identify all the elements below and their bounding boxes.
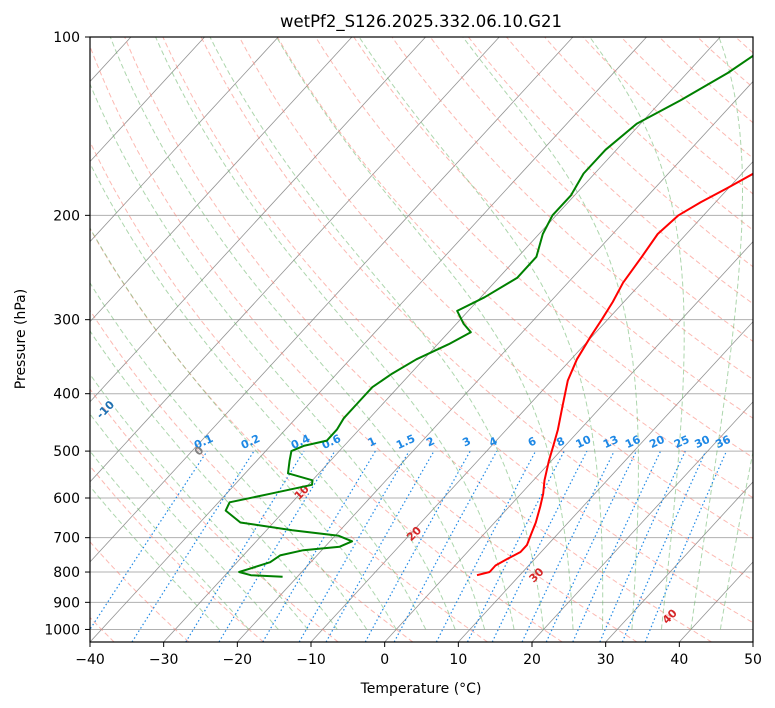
moist-adiabat-line xyxy=(109,37,486,630)
dry-adiabat-line xyxy=(90,140,563,642)
y-axis-title: Pressure (hPa) xyxy=(13,289,29,389)
mixing-ratio-label: 10 xyxy=(574,433,594,451)
isotherm xyxy=(163,37,721,642)
moist-adiabat-line xyxy=(90,485,220,630)
isotherm xyxy=(605,481,753,642)
x-tick-label: 10 xyxy=(449,652,467,668)
x-tick-label: 40 xyxy=(670,652,688,668)
mixing-ratio-line xyxy=(621,450,707,642)
dry-adiabat-line xyxy=(200,37,753,581)
y-tick-label: 1000 xyxy=(44,622,80,638)
y-tick-label: 500 xyxy=(53,444,80,460)
x-tick-label: −40 xyxy=(75,652,105,668)
mixing-ratio-line xyxy=(131,450,255,642)
y-tick-label: 900 xyxy=(53,595,80,611)
pressure-gridlines xyxy=(90,37,753,630)
dry-adiabats xyxy=(90,37,753,642)
dry-adiabat-line xyxy=(238,37,753,540)
isotherm xyxy=(384,241,753,642)
y-tick-label: 800 xyxy=(53,565,80,581)
mixing-ratio-line xyxy=(218,450,336,642)
isotherm xyxy=(90,37,279,243)
chart-title: wetPf2_S126.2025.332.06.10.G21 xyxy=(280,12,562,32)
y-tick-label: 600 xyxy=(53,491,80,507)
dry-adiabat-line xyxy=(468,37,753,305)
mixing-ratio-line xyxy=(466,450,565,642)
plot-frame xyxy=(89,36,754,643)
dry-adiabat-line xyxy=(277,37,753,499)
moist-adiabat-line xyxy=(462,37,639,630)
x-tick-label: 50 xyxy=(744,652,762,668)
isotherm xyxy=(458,321,753,642)
moist-adiabats xyxy=(90,37,753,630)
moist-adiabat-line xyxy=(90,450,250,630)
mixing-ratio-line xyxy=(325,450,435,642)
isotherm xyxy=(90,37,647,642)
x-tick-label: 30 xyxy=(597,652,615,668)
mixing-ratio-line xyxy=(599,450,686,642)
moist-adiabat-line xyxy=(690,37,743,630)
y-tick-label: 400 xyxy=(53,387,80,403)
mixing-ratio-line xyxy=(644,450,728,642)
isotherm xyxy=(90,37,574,563)
moist-adiabat-line xyxy=(90,162,427,630)
moist-adiabat-line xyxy=(90,413,279,630)
dry-adiabat-line xyxy=(90,465,264,642)
y-tick-label: 700 xyxy=(53,531,80,547)
y-tick-label: 200 xyxy=(53,208,80,224)
y-tick-label: 100 xyxy=(53,30,80,46)
x-tick-label: −20 xyxy=(223,652,253,668)
mixing-ratio-label: 20 xyxy=(647,433,667,451)
dry-adiabat-line xyxy=(353,37,753,419)
sounding-series xyxy=(224,54,753,578)
mixing-ratio-line xyxy=(90,450,208,631)
y-tick-label: 300 xyxy=(53,313,80,329)
x-tick-label: −10 xyxy=(296,652,326,668)
isotherm xyxy=(90,37,426,403)
isotherm xyxy=(531,401,753,642)
mixing-ratio-label: 13 xyxy=(601,433,620,451)
isotherm xyxy=(90,37,205,163)
moist-adiabat-line xyxy=(589,37,685,630)
temperature-profile-line xyxy=(476,172,753,577)
moist-adiabat-line xyxy=(155,37,515,630)
mixing-ratio-line xyxy=(393,450,498,642)
x-tick-label: −30 xyxy=(149,652,179,668)
moist-adiabat-line xyxy=(90,227,397,630)
x-axis-title: Temperature (°C) xyxy=(360,681,482,697)
mixing-ratio-lines: 0.1 0.2 0.4 0.6 1 1.5 2 3 4 6 8 10 13 16 20 25 30 36 xyxy=(90,432,733,642)
x-axis-ticks: −40 −30 −20 −10 0 10 20 30 40 50 xyxy=(75,642,762,668)
moist-adiabat-line xyxy=(90,330,338,630)
dry-adiabat-line xyxy=(90,44,638,642)
dry-adiabat-line xyxy=(124,37,712,642)
mixing-ratio-label: 25 xyxy=(672,433,691,451)
dewpoint-profile-line xyxy=(224,54,753,578)
y-axis-ticks: 100 200 300 400 500 600 700 800 900 1000 xyxy=(44,30,90,638)
mixing-ratio-label: 36 xyxy=(713,433,733,451)
isotherm xyxy=(237,80,753,642)
moist-adiabat-line xyxy=(209,37,544,630)
plot-area: 0.1 0.2 0.4 0.6 1 1.5 2 3 4 6 8 10 13 16 20 25 30 36 -100… xyxy=(90,37,753,642)
x-tick-label: 0 xyxy=(380,652,389,668)
dry-adiabat-line xyxy=(162,37,753,624)
mixing-ratio-line xyxy=(185,450,305,642)
moist-adiabat-line xyxy=(90,82,456,630)
moist-adiabat-line xyxy=(358,37,604,630)
dry-adiabat-line xyxy=(391,37,753,381)
mixing-ratio-label: 16 xyxy=(623,433,643,451)
mixing-ratio-label: 30 xyxy=(693,433,713,451)
moist-adiabat-line xyxy=(276,37,574,630)
dry-adiabat-line xyxy=(90,541,190,642)
moist-adiabat-line xyxy=(90,282,368,630)
x-tick-label: 20 xyxy=(523,652,541,668)
mixing-ratio-line xyxy=(491,450,588,642)
moist-adiabat-line xyxy=(719,449,753,630)
dry-adiabat-line xyxy=(90,309,414,642)
isotherm xyxy=(90,37,500,483)
mixing-ratio-line xyxy=(364,450,471,642)
